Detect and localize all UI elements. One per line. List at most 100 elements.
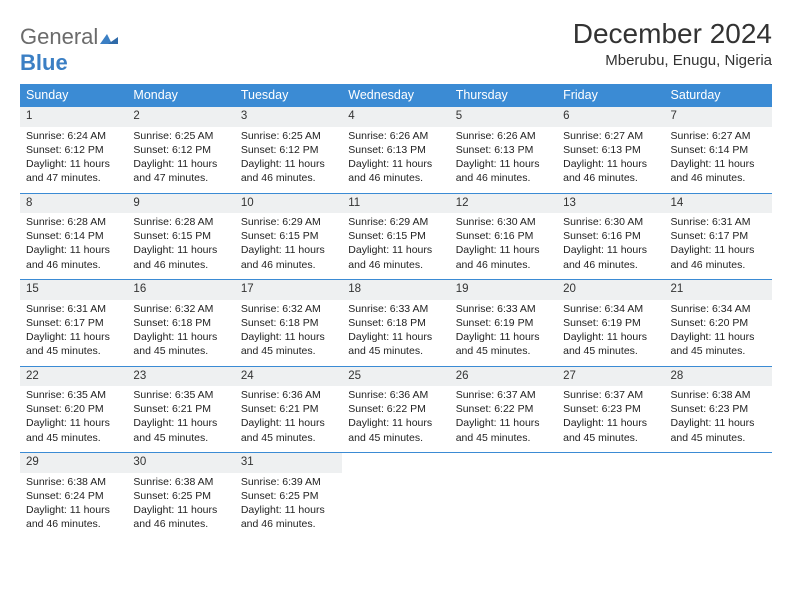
sunrise-line: Sunrise: 6:27 AM	[671, 129, 766, 143]
day-content-cell: Sunrise: 6:27 AMSunset: 6:13 PMDaylight:…	[557, 127, 664, 194]
day-header: Thursday	[450, 84, 557, 107]
daylight-line: Daylight: 11 hours and 46 minutes.	[133, 503, 228, 531]
day-content-cell: Sunrise: 6:32 AMSunset: 6:18 PMDaylight:…	[127, 300, 234, 367]
day-content-cell: Sunrise: 6:30 AMSunset: 6:16 PMDaylight:…	[450, 213, 557, 280]
day-content-cell: Sunrise: 6:34 AMSunset: 6:19 PMDaylight:…	[557, 300, 664, 367]
day-content-cell: Sunrise: 6:31 AMSunset: 6:17 PMDaylight:…	[665, 213, 772, 280]
day-number-cell: 30	[127, 453, 234, 473]
day-content-row: Sunrise: 6:28 AMSunset: 6:14 PMDaylight:…	[20, 213, 772, 280]
sunset-line: Sunset: 6:17 PM	[671, 229, 766, 243]
sunset-line: Sunset: 6:24 PM	[26, 489, 121, 503]
daylight-line: Daylight: 11 hours and 45 minutes.	[348, 330, 443, 358]
logo-text: General Blue	[20, 24, 118, 76]
sunrise-line: Sunrise: 6:29 AM	[348, 215, 443, 229]
day-content-cell: Sunrise: 6:38 AMSunset: 6:23 PMDaylight:…	[665, 386, 772, 453]
day-header: Saturday	[665, 84, 772, 107]
day-content-cell: Sunrise: 6:39 AMSunset: 6:25 PMDaylight:…	[235, 473, 342, 539]
day-content-cell: Sunrise: 6:35 AMSunset: 6:21 PMDaylight:…	[127, 386, 234, 453]
day-content-cell: Sunrise: 6:34 AMSunset: 6:20 PMDaylight:…	[665, 300, 772, 367]
sunset-line: Sunset: 6:18 PM	[133, 316, 228, 330]
day-number-cell: 22	[20, 366, 127, 386]
day-number-cell	[557, 453, 664, 473]
day-number-cell: 31	[235, 453, 342, 473]
sunset-line: Sunset: 6:15 PM	[348, 229, 443, 243]
daylight-line: Daylight: 11 hours and 46 minutes.	[456, 157, 551, 185]
daylight-line: Daylight: 11 hours and 45 minutes.	[133, 416, 228, 444]
daylight-line: Daylight: 11 hours and 45 minutes.	[671, 330, 766, 358]
day-number-cell: 28	[665, 366, 772, 386]
sunrise-line: Sunrise: 6:32 AM	[241, 302, 336, 316]
sunset-line: Sunset: 6:18 PM	[348, 316, 443, 330]
sunrise-line: Sunrise: 6:38 AM	[133, 475, 228, 489]
day-number-cell: 19	[450, 280, 557, 300]
day-content-row: Sunrise: 6:31 AMSunset: 6:17 PMDaylight:…	[20, 300, 772, 367]
sunset-line: Sunset: 6:19 PM	[563, 316, 658, 330]
day-number-cell: 7	[665, 107, 772, 127]
sunset-line: Sunset: 6:21 PM	[241, 402, 336, 416]
day-content-cell: Sunrise: 6:33 AMSunset: 6:19 PMDaylight:…	[450, 300, 557, 367]
day-number-cell: 1	[20, 107, 127, 127]
day-number-cell: 27	[557, 366, 664, 386]
sunrise-line: Sunrise: 6:29 AM	[241, 215, 336, 229]
sunrise-line: Sunrise: 6:30 AM	[456, 215, 551, 229]
day-content-cell: Sunrise: 6:38 AMSunset: 6:24 PMDaylight:…	[20, 473, 127, 539]
day-header: Friday	[557, 84, 664, 107]
day-number-cell: 2	[127, 107, 234, 127]
day-content-cell: Sunrise: 6:28 AMSunset: 6:15 PMDaylight:…	[127, 213, 234, 280]
day-number-cell: 14	[665, 193, 772, 213]
sunrise-line: Sunrise: 6:31 AM	[26, 302, 121, 316]
calendar-page: General Blue December 2024 Mberubu, Enug…	[0, 0, 792, 539]
daylight-line: Daylight: 11 hours and 45 minutes.	[563, 416, 658, 444]
day-content-cell	[665, 473, 772, 539]
sunrise-line: Sunrise: 6:35 AM	[26, 388, 121, 402]
sunset-line: Sunset: 6:22 PM	[456, 402, 551, 416]
day-content-cell: Sunrise: 6:38 AMSunset: 6:25 PMDaylight:…	[127, 473, 234, 539]
day-number-row: 293031	[20, 453, 772, 473]
sunset-line: Sunset: 6:18 PM	[241, 316, 336, 330]
daylight-line: Daylight: 11 hours and 47 minutes.	[26, 157, 121, 185]
sunrise-line: Sunrise: 6:32 AM	[133, 302, 228, 316]
calendar-table: SundayMondayTuesdayWednesdayThursdayFrid…	[20, 84, 772, 539]
sunrise-line: Sunrise: 6:25 AM	[133, 129, 228, 143]
sunrise-line: Sunrise: 6:31 AM	[671, 215, 766, 229]
daylight-line: Daylight: 11 hours and 46 minutes.	[26, 243, 121, 271]
day-number-row: 1234567	[20, 107, 772, 127]
daylight-line: Daylight: 11 hours and 46 minutes.	[348, 243, 443, 271]
day-number-cell: 25	[342, 366, 449, 386]
day-content-row: Sunrise: 6:35 AMSunset: 6:20 PMDaylight:…	[20, 386, 772, 453]
daylight-line: Daylight: 11 hours and 45 minutes.	[133, 330, 228, 358]
sunrise-line: Sunrise: 6:33 AM	[348, 302, 443, 316]
daylight-line: Daylight: 11 hours and 45 minutes.	[241, 416, 336, 444]
day-number-cell	[342, 453, 449, 473]
day-content-cell	[557, 473, 664, 539]
day-content-cell: Sunrise: 6:30 AMSunset: 6:16 PMDaylight:…	[557, 213, 664, 280]
sunrise-line: Sunrise: 6:39 AM	[241, 475, 336, 489]
day-content-cell: Sunrise: 6:36 AMSunset: 6:22 PMDaylight:…	[342, 386, 449, 453]
day-header: Wednesday	[342, 84, 449, 107]
sunset-line: Sunset: 6:16 PM	[563, 229, 658, 243]
logo-word-general: General	[20, 24, 98, 49]
day-number-cell: 18	[342, 280, 449, 300]
daylight-line: Daylight: 11 hours and 46 minutes.	[348, 157, 443, 185]
sunrise-line: Sunrise: 6:37 AM	[563, 388, 658, 402]
sunset-line: Sunset: 6:21 PM	[133, 402, 228, 416]
daylight-line: Daylight: 11 hours and 45 minutes.	[671, 416, 766, 444]
day-number-cell: 4	[342, 107, 449, 127]
daylight-line: Daylight: 11 hours and 46 minutes.	[671, 157, 766, 185]
page-header: General Blue December 2024 Mberubu, Enug…	[20, 18, 772, 76]
day-header: Tuesday	[235, 84, 342, 107]
day-number-cell: 23	[127, 366, 234, 386]
day-content-cell: Sunrise: 6:28 AMSunset: 6:14 PMDaylight:…	[20, 213, 127, 280]
sunset-line: Sunset: 6:13 PM	[456, 143, 551, 157]
day-number-cell: 15	[20, 280, 127, 300]
sunset-line: Sunset: 6:12 PM	[241, 143, 336, 157]
daylight-line: Daylight: 11 hours and 46 minutes.	[671, 243, 766, 271]
sunset-line: Sunset: 6:25 PM	[133, 489, 228, 503]
daylight-line: Daylight: 11 hours and 46 minutes.	[241, 503, 336, 531]
day-number-cell: 11	[342, 193, 449, 213]
day-header: Sunday	[20, 84, 127, 107]
day-content-cell: Sunrise: 6:29 AMSunset: 6:15 PMDaylight:…	[235, 213, 342, 280]
sunrise-line: Sunrise: 6:24 AM	[26, 129, 121, 143]
sunrise-line: Sunrise: 6:34 AM	[563, 302, 658, 316]
sunrise-line: Sunrise: 6:36 AM	[348, 388, 443, 402]
